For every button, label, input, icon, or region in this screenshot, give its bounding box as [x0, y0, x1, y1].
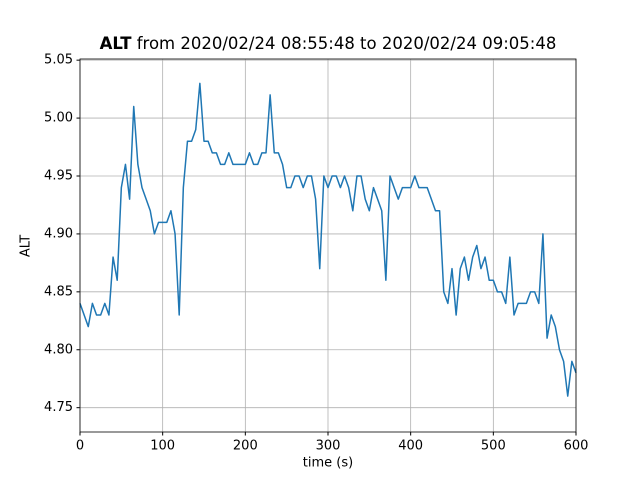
title-text: from 2020/02/24 08:55:48 to 2020/02/24 0… [137, 34, 557, 53]
x-tick-label: 100 [150, 439, 175, 454]
x-tick-label: 500 [481, 439, 506, 454]
plot-frame [79, 58, 577, 433]
y-tick-label: 4.90 [44, 226, 73, 241]
x-tick-label: 0 [76, 439, 84, 454]
y-tick-label: 4.95 [44, 168, 73, 183]
data-line [79, 82, 577, 397]
y-tick-label: 5.05 [44, 53, 73, 68]
title-variable: ALT [100, 34, 133, 53]
chart-title: ALT from 2020/02/24 08:55:48 to 2020/02/… [100, 34, 557, 53]
y-axis-label: ALT [19, 235, 34, 257]
y-tick-label: 4.85 [44, 284, 73, 299]
y-tick-label: 4.80 [44, 342, 73, 357]
x-tick-label: 200 [233, 439, 258, 454]
y-tick-label: 4.75 [44, 400, 73, 415]
y-tick-label: 5.00 [44, 111, 73, 126]
x-tick-label: 600 [564, 439, 589, 454]
x-tick-label: 400 [398, 439, 423, 454]
x-axis-label: time (s) [303, 456, 353, 471]
x-tick-label: 300 [316, 439, 341, 454]
